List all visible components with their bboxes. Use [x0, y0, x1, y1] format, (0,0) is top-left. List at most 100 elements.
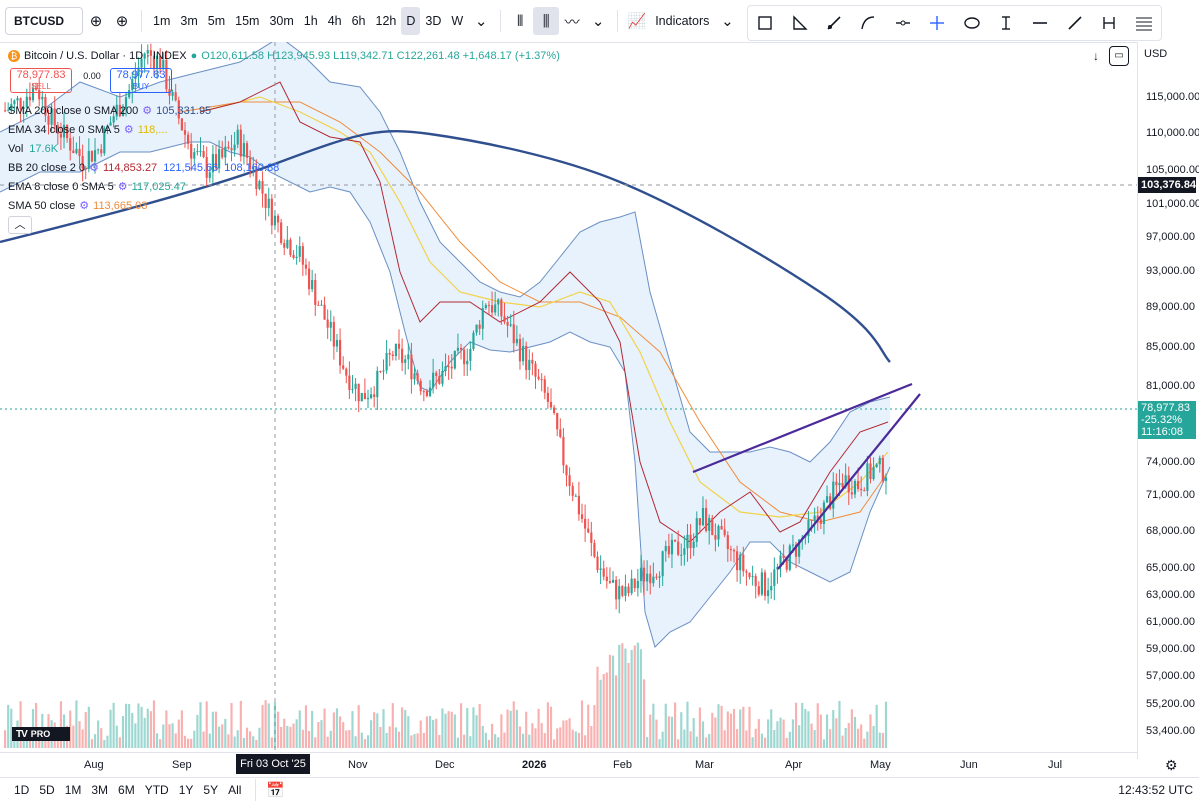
candle-body: [41, 96, 44, 100]
tf-12h[interactable]: 12h: [375, 14, 397, 28]
time-axis[interactable]: Aug Sep Nov Dec 2026 Feb Mar Apr May Jun…: [0, 752, 1137, 777]
volume-bar: [754, 728, 757, 748]
volume-bar: [416, 733, 419, 748]
indicator-row-sma50[interactable]: SMA 50 close ⚙ 113,665.03: [8, 196, 279, 215]
wedge-upper-line[interactable]: [692, 382, 913, 474]
volume-bar: [782, 719, 785, 748]
currency-label[interactable]: USD: [1144, 48, 1168, 60]
tf-15m[interactable]: 15m: [235, 14, 260, 28]
tf-w[interactable]: W: [451, 14, 464, 28]
ellipse-icon[interactable]: [958, 9, 986, 37]
symbol-search[interactable]: BTCUSD: [5, 7, 83, 35]
indicators-icon[interactable]: 📈: [627, 13, 647, 30]
rectangle-icon[interactable]: [751, 9, 779, 37]
timeframe-dropdown-icon[interactable]: ⌄: [474, 13, 488, 30]
measure-icon[interactable]: [1095, 9, 1123, 37]
indicator-row-bb[interactable]: BB 20 close 2 0 ⚙ 114,853.27 121,545.66 …: [8, 158, 279, 177]
date-range-icon[interactable]: 📅: [266, 782, 285, 799]
volume-bar: [503, 732, 506, 748]
volume-bar: [435, 718, 438, 748]
candle-body: [615, 579, 618, 600]
candle-body: [798, 539, 801, 557]
volume-bar: [218, 726, 221, 748]
candles-icon[interactable]: ⫼: [533, 7, 560, 35]
volume-bar: [363, 739, 366, 748]
range-1y[interactable]: 1Y: [178, 783, 194, 797]
chevron-up-icon[interactable]: ︿: [8, 215, 32, 234]
settings-gear-icon[interactable]: ⚙: [1165, 757, 1178, 773]
horizontal-ray-icon[interactable]: [889, 9, 917, 37]
range-5y[interactable]: 5Y: [203, 783, 219, 797]
indicator-row-sma200[interactable]: SMA 200 close 0 SMA 200 ⚙ 105,331.95: [8, 101, 279, 120]
indicator-legend: SMA 200 close 0 SMA 200 ⚙ 105,331.95 EMA…: [8, 101, 279, 234]
text-cursor-icon[interactable]: [992, 9, 1020, 37]
candle-body: [394, 343, 397, 356]
price-tick: 68,000.00: [1146, 525, 1195, 537]
tf-30m[interactable]: 30m: [269, 14, 294, 28]
line-chart-icon[interactable]: 〰: [564, 13, 580, 31]
range-6m[interactable]: 6M: [118, 783, 135, 797]
bitcoin-icon: ₿: [8, 49, 20, 62]
indicator-row-ema8[interactable]: EMA 8 close 0 SMA 5 ⚙ 117,025.47: [8, 177, 279, 196]
candle-body: [506, 321, 509, 326]
compare-chart-icon[interactable]: ▭: [1109, 46, 1129, 66]
angle-icon[interactable]: [786, 9, 814, 37]
tf-1h[interactable]: 1h: [303, 14, 318, 28]
price-chart[interactable]: [0, 42, 1137, 752]
settings-icon[interactable]: ⚙: [89, 162, 99, 174]
fib-icon[interactable]: [1130, 9, 1158, 37]
candle-body: [447, 366, 450, 368]
range-3m[interactable]: 3M: [91, 783, 109, 797]
volume-bar: [785, 737, 788, 748]
tf-5m[interactable]: 5m: [207, 14, 226, 28]
candle-body: [763, 572, 767, 596]
volume-bar: [813, 730, 816, 748]
settings-icon[interactable]: ⚙: [117, 181, 128, 193]
settings-icon[interactable]: ⚙: [142, 105, 153, 117]
chart-type-dropdown-icon[interactable]: ⌄: [591, 13, 605, 30]
tf-d[interactable]: D: [401, 7, 421, 35]
tf-6h[interactable]: 6h: [351, 14, 366, 28]
indicator-row-vol[interactable]: Vol 17.6K: [8, 139, 279, 158]
sell-button[interactable]: 78,977.83 SELL: [10, 68, 72, 93]
volume-bar: [779, 717, 782, 748]
compare-icon[interactable]: ⊕: [89, 13, 103, 30]
buy-button[interactable]: 78,977.83 BUY: [110, 68, 172, 93]
crosshair-icon[interactable]: [923, 9, 951, 37]
utc-clock[interactable]: 12:43:52 UTC: [1118, 783, 1193, 797]
candle-body: [44, 96, 47, 116]
settings-icon[interactable]: ⚙: [123, 124, 134, 136]
volume-bar: [534, 728, 537, 748]
indicator-row-ema34[interactable]: EMA 34 close 0 SMA 5 ⚙ 118,...: [8, 120, 279, 139]
arrow-line-icon[interactable]: [820, 9, 848, 37]
tradingview-logo[interactable]: TV PRO: [12, 727, 70, 741]
volume-bar: [580, 700, 584, 748]
range-ytd[interactable]: YTD: [144, 783, 169, 797]
trend-line-icon[interactable]: [1061, 9, 1089, 37]
range-1d[interactable]: 1D: [14, 783, 30, 797]
indicators-dropdown-icon[interactable]: ⌄: [721, 13, 734, 30]
indicator-value: 17.6K: [29, 142, 59, 155]
range-1m[interactable]: 1M: [64, 783, 82, 797]
tf-4h[interactable]: 4h: [327, 14, 342, 28]
settings-icon[interactable]: ⚙: [79, 200, 90, 212]
horizontal-line-icon[interactable]: [1026, 9, 1054, 37]
volume-bar: [565, 720, 568, 748]
add-symbol-icon[interactable]: ⊕: [115, 13, 129, 30]
candle-body: [503, 316, 506, 322]
wedge-lower-line[interactable]: [777, 393, 921, 570]
bar-chart-icon[interactable]: ⫴: [517, 12, 524, 30]
price-axis[interactable]: 115,000.00 110,000.00 105,000.00 101,000…: [1137, 42, 1199, 759]
tf-1m[interactable]: 1m: [153, 14, 171, 28]
tf-3d[interactable]: 3D: [425, 14, 442, 28]
arrow-down-icon[interactable]: ↓: [1093, 49, 1099, 63]
tf-3m[interactable]: 3m: [180, 14, 198, 28]
volume-bar: [146, 708, 149, 748]
indicators-button[interactable]: Indicators: [655, 14, 710, 28]
collapse-legend-button[interactable]: ︿: [8, 215, 279, 234]
range-5d[interactable]: 5D: [39, 783, 55, 797]
volume-bar: [689, 731, 692, 748]
range-all[interactable]: All: [228, 783, 242, 797]
volume-bar: [149, 711, 152, 748]
curve-icon[interactable]: [854, 9, 882, 37]
